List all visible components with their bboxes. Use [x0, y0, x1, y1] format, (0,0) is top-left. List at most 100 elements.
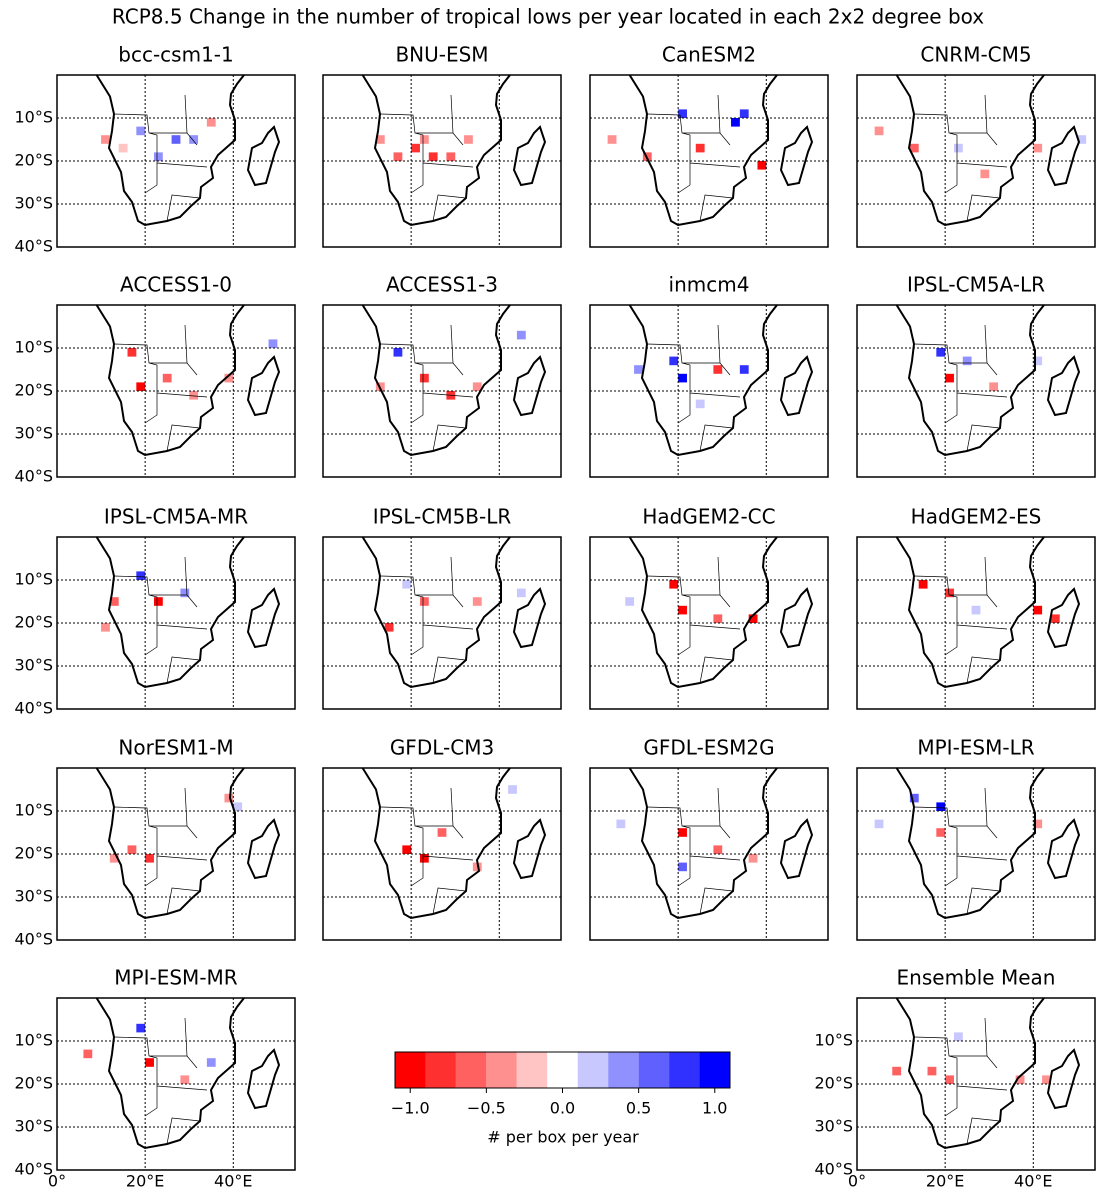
cell	[918, 580, 928, 589]
cell	[678, 605, 687, 615]
x-tick-label: 0°	[848, 1172, 866, 1191]
coastline	[628, 304, 814, 457]
map	[895, 997, 1081, 1150]
border	[379, 94, 474, 222]
cell	[180, 588, 190, 598]
cell	[393, 348, 403, 357]
cell	[136, 1023, 146, 1033]
colorbar-tick-label: 0.0	[550, 1099, 575, 1118]
y-tick-label: 30°S	[14, 424, 53, 443]
border	[113, 1017, 208, 1145]
cell	[224, 793, 234, 803]
y-tick-label: 10°S	[14, 338, 53, 357]
cell	[189, 391, 199, 400]
coastline	[95, 767, 281, 920]
border	[379, 324, 474, 452]
coastline	[361, 74, 547, 227]
cell	[402, 580, 412, 589]
cell	[171, 135, 181, 144]
cell	[153, 597, 163, 606]
cell	[1033, 605, 1043, 615]
border	[913, 1017, 1008, 1145]
y-tick-label: 40°S	[14, 699, 53, 718]
colorbar-tick-label: −0.5	[467, 1099, 506, 1118]
x-tick-label: 40°E	[214, 1172, 252, 1191]
border	[379, 556, 474, 684]
y-tick-label: 30°S	[14, 194, 53, 213]
panel-frame	[322, 304, 562, 478]
panel-title: IPSL-CM5B-LR	[373, 505, 512, 529]
cell	[607, 135, 617, 144]
coastline	[628, 536, 814, 689]
colorbar-tick-label: 1.0	[702, 1099, 727, 1118]
panel-frame	[322, 74, 562, 248]
colorbar-bin	[608, 1052, 639, 1088]
y-tick-label: 30°S	[14, 887, 53, 906]
cell	[472, 597, 482, 606]
cell	[909, 793, 919, 803]
cell	[953, 143, 963, 153]
cell	[748, 614, 758, 623]
cell	[945, 1075, 954, 1084]
y-tick-label: 40°S	[14, 930, 53, 949]
map	[361, 767, 547, 920]
coastline	[895, 997, 1081, 1150]
colorbar-tick-label: −1.0	[391, 1099, 430, 1118]
colorbar-bin	[547, 1052, 578, 1088]
cell	[989, 382, 999, 391]
cell	[83, 1049, 93, 1059]
cell	[419, 854, 429, 863]
cell	[464, 135, 473, 144]
cell	[616, 819, 626, 829]
y-tick-label: 40°S	[14, 467, 53, 486]
cell	[713, 365, 723, 374]
coastline	[95, 536, 281, 689]
cell	[669, 580, 679, 589]
panel-frame	[589, 536, 829, 710]
panel-frame	[589, 304, 829, 478]
cell	[127, 348, 137, 357]
border	[646, 94, 741, 222]
y-tick-label: 30°S	[814, 1117, 853, 1136]
panel-frame	[856, 767, 1096, 941]
cell	[936, 802, 946, 811]
border	[646, 787, 741, 915]
panel-title: HadGEM2-ES	[911, 505, 1042, 529]
panel-title: bcc-csm1-1	[118, 43, 233, 67]
cell	[136, 126, 146, 136]
y-tick-label: 10°S	[814, 1031, 853, 1050]
panel-title: HadGEM2-CC	[642, 505, 775, 529]
panel-frame	[56, 767, 296, 941]
panel-frame	[856, 74, 1096, 248]
border	[913, 94, 1008, 222]
panel-title: MPI-ESM-MR	[114, 966, 237, 990]
colorbar-bin	[425, 1052, 456, 1088]
coastline	[895, 536, 1081, 689]
coastline	[628, 767, 814, 920]
cell	[127, 845, 137, 854]
map	[95, 767, 281, 920]
cell	[1042, 1075, 1051, 1084]
border	[113, 94, 208, 222]
cell	[739, 365, 749, 374]
cell	[695, 399, 705, 409]
panel-frame	[856, 997, 1096, 1171]
coastline	[895, 74, 1081, 227]
y-tick-label: 10°S	[14, 570, 53, 589]
map	[895, 536, 1081, 689]
panel-title: NorESM1-M	[118, 736, 233, 760]
x-tick-label: 20°E	[126, 1172, 164, 1191]
border	[913, 324, 1008, 452]
colorbar-bin	[516, 1052, 548, 1088]
cell	[118, 143, 128, 153]
cell	[384, 623, 394, 632]
cell	[953, 1032, 963, 1041]
cell	[145, 854, 154, 863]
y-tick-label: 40°S	[14, 1160, 53, 1179]
cell	[411, 143, 420, 153]
cell	[739, 109, 749, 118]
coastline	[361, 767, 547, 920]
cell	[206, 118, 216, 127]
cell	[109, 854, 119, 863]
